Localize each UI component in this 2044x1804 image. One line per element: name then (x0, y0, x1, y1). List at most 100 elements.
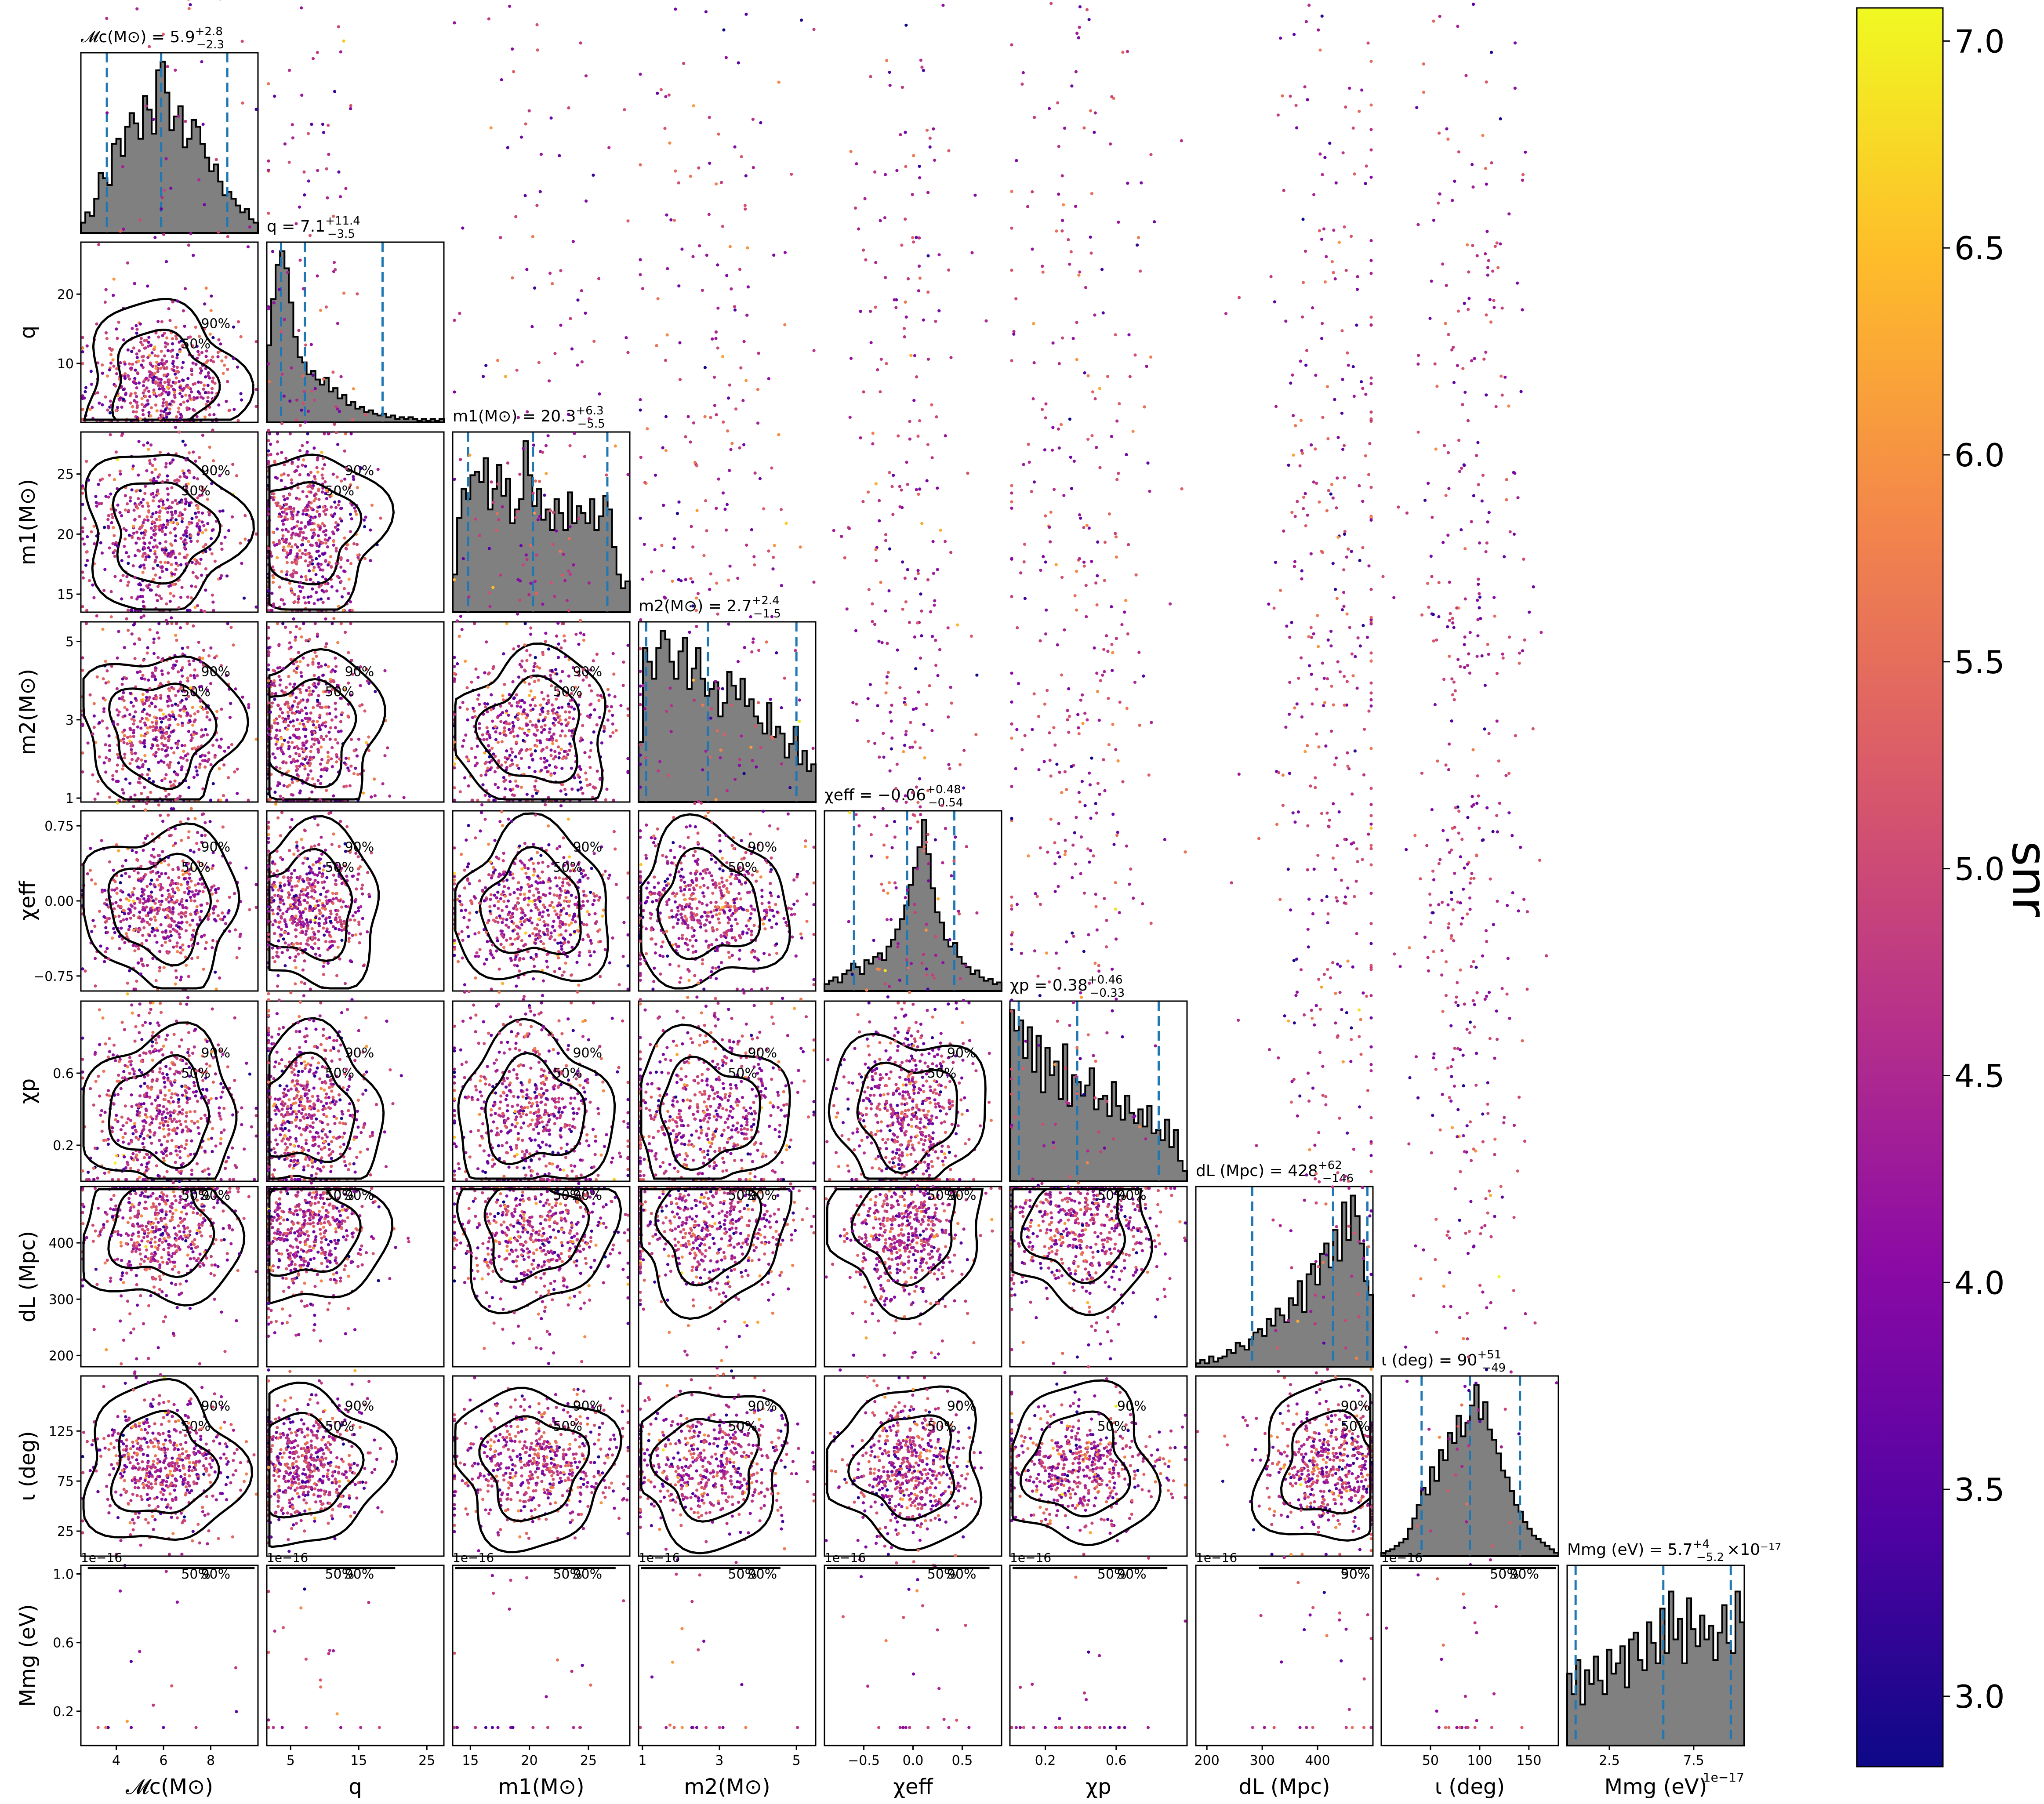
sample-point (543, 728, 546, 731)
sample-point (106, 518, 110, 521)
sample-point (144, 837, 147, 840)
sample-point (486, 730, 490, 733)
sample-point (178, 795, 182, 798)
sample-point (503, 885, 506, 888)
sample-point (145, 386, 149, 390)
sample-point (524, 716, 528, 720)
sample-point (171, 868, 175, 871)
sample-point (561, 670, 564, 673)
sample-point (301, 586, 304, 589)
sample-point (168, 923, 171, 927)
sample-point (656, 827, 659, 831)
sample-point (574, 920, 577, 924)
sample-point (466, 758, 470, 762)
sample-point (309, 920, 312, 924)
sample-point (287, 740, 290, 744)
sample-point (354, 766, 357, 770)
sample-point (224, 922, 228, 926)
sample-point (512, 891, 516, 894)
sample-point (296, 767, 299, 771)
sample-point (673, 856, 676, 859)
sample-point (316, 704, 319, 708)
sample-point (289, 879, 292, 882)
sample-point (170, 622, 174, 625)
sample-point (278, 766, 282, 770)
sample-point (510, 920, 514, 923)
sample-point (284, 541, 288, 544)
sample-point (555, 712, 559, 716)
sample-point (121, 767, 124, 771)
sample-point (165, 898, 168, 901)
sample-point (355, 512, 358, 516)
sample-point (717, 882, 721, 886)
sample-point (93, 797, 97, 801)
sample-point (199, 371, 202, 375)
sample-point (180, 520, 184, 523)
sample-point (300, 675, 303, 678)
sample-point (486, 672, 490, 676)
sample-point (145, 515, 149, 519)
sample-point (148, 934, 151, 937)
sample-point (211, 593, 214, 597)
sample-point (281, 622, 285, 625)
sample-point (313, 885, 317, 888)
sample-point (288, 542, 291, 546)
sample-point (276, 974, 280, 977)
sample-point (334, 918, 337, 922)
sample-point (233, 770, 236, 773)
sample-point (290, 461, 294, 464)
sample-point (704, 929, 708, 933)
sample-point (672, 891, 675, 895)
sample-point (166, 523, 169, 526)
sample-point (750, 933, 753, 936)
sample-point (325, 712, 329, 716)
sample-point (128, 377, 131, 381)
sample-point (306, 698, 309, 702)
sample-point (183, 546, 186, 549)
sample-point (606, 688, 610, 691)
sample-point (276, 912, 280, 916)
sample-point (342, 587, 346, 590)
sample-point (532, 873, 535, 877)
sample-point (296, 510, 300, 514)
sample-point (152, 855, 156, 859)
sample-point (314, 952, 317, 956)
sample-point (523, 622, 527, 625)
sample-point (115, 367, 119, 370)
sample-point (351, 914, 355, 918)
sample-point (487, 873, 491, 877)
sample-point (220, 542, 223, 545)
sample-point (196, 831, 200, 834)
y-tick-label: 25 (57, 467, 74, 483)
sample-point (324, 724, 327, 728)
sample-point (154, 364, 158, 368)
sample-point (507, 926, 511, 929)
sample-point (523, 731, 526, 735)
sample-point (150, 720, 154, 724)
sample-point (695, 913, 699, 916)
sample-point (306, 892, 310, 895)
sample-point (476, 799, 479, 802)
sample-point (183, 744, 187, 748)
sample-point (599, 694, 603, 697)
sample-point (481, 783, 485, 787)
sample-point (131, 564, 135, 568)
sample-point (136, 757, 140, 761)
sample-point (211, 892, 214, 896)
sample-point (363, 557, 367, 560)
sample-point (142, 600, 145, 603)
sample-point (113, 478, 116, 481)
sample-point (328, 737, 332, 741)
sample-point (192, 398, 196, 401)
sample-point (174, 381, 178, 385)
sample-point (344, 904, 348, 908)
sample-point (335, 528, 339, 532)
sample-point (81, 576, 85, 580)
sample-point (357, 909, 360, 913)
sample-point (305, 495, 309, 498)
sample-point (157, 748, 160, 751)
sample-point (607, 709, 611, 713)
sample-point (104, 395, 107, 399)
sample-point (132, 722, 135, 726)
